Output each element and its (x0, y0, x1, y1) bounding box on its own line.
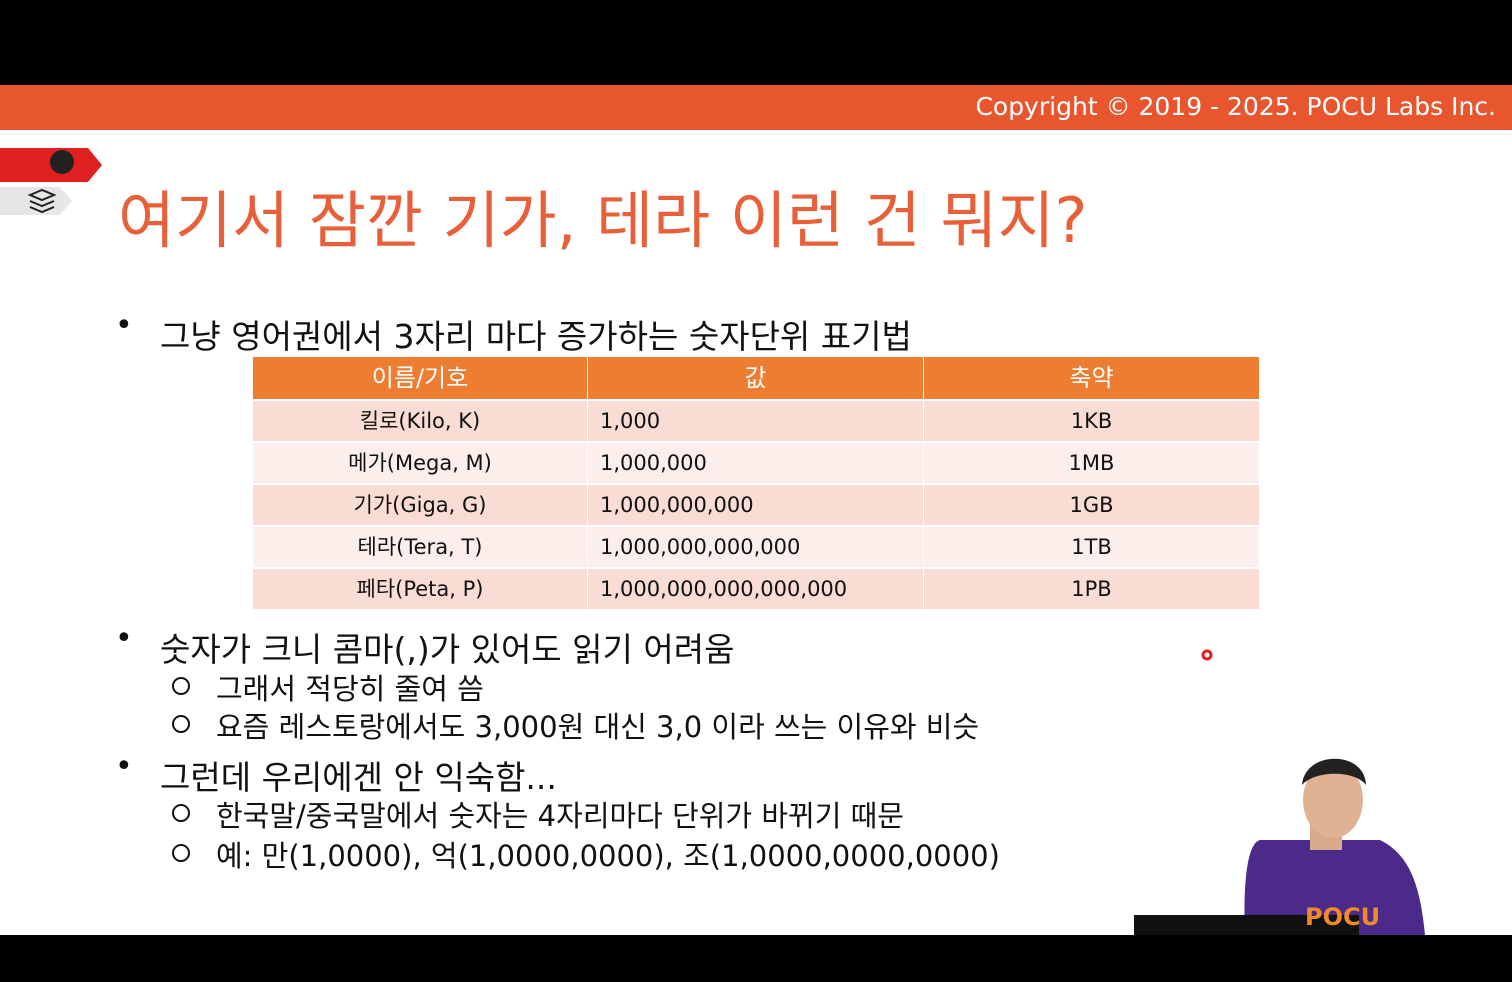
cursor-dot (1201, 649, 1213, 661)
table-cell: 1,000 (588, 401, 923, 441)
table-cell: 페타(Peta, P) (253, 569, 587, 609)
table-cell: 1,000,000,000,000,000 (588, 569, 923, 609)
table-cell: 1PB (924, 569, 1259, 609)
bullet-text: 숫자가 크니 콤마(,)가 있어도 읽기 어려움 (160, 630, 735, 669)
table-header: 이름/기호 (253, 357, 587, 399)
table-cell: 1,000,000,000,000 (588, 527, 923, 567)
table-cell: 1MB (924, 443, 1259, 483)
slide-title: 여기서 잠깐 기가, 테라 이런 건 뭐지? (118, 184, 1088, 257)
bullet-marker: • (115, 749, 133, 784)
sub-text: 한국말/중국말에서 숫자는 4자리마다 단위가 바뀌기 때문 (216, 799, 904, 833)
bullet-text: 그냥 영어권에서 3자리 마다 증가하는 숫자단위 표기법 (160, 317, 912, 356)
side-icons (0, 148, 102, 215)
table-cell: 1KB (924, 401, 1259, 441)
bullet-text: 그런데 우리에겐 안 익숙함... (160, 758, 557, 797)
copyright: Copyright © 2019 - 2025. POCU Labs Inc. (975, 92, 1496, 121)
table-cell: 기가(Giga, G) (253, 485, 587, 525)
sub-text: 예: 만(1,0000), 억(1,0000,0000), 조(1,0000,0… (216, 839, 1000, 873)
sub-marker (172, 677, 190, 695)
table-cell: 1,000,000,000 (588, 485, 923, 525)
bullet-marker: • (115, 621, 133, 656)
table-cell: 1TB (924, 527, 1259, 567)
sub-marker (172, 804, 190, 822)
bullet-marker: • (115, 308, 133, 343)
svg-text:POCU: POCU (1305, 903, 1380, 931)
header-bar (0, 85, 1512, 130)
table-header: 값 (588, 357, 923, 399)
sub-marker (172, 715, 190, 733)
sub-text: 요즘 레스토랑에서도 3,000원 대신 3,0 이라 쓰는 이유와 비슷 (216, 710, 980, 744)
presenter: POCU (1134, 758, 1425, 935)
sub-text: 그래서 적당히 줄여 씀 (216, 672, 484, 706)
table-cell: 테라(Tera, T) (253, 527, 587, 567)
table-cell: 1GB (924, 485, 1259, 525)
table-cell: 1,000,000 (588, 443, 923, 483)
table-cell: 킬로(Kilo, K) (253, 401, 587, 441)
table-cell: 메가(Mega, M) (253, 443, 587, 483)
sub-marker (172, 844, 190, 862)
table-header: 축약 (924, 357, 1259, 399)
